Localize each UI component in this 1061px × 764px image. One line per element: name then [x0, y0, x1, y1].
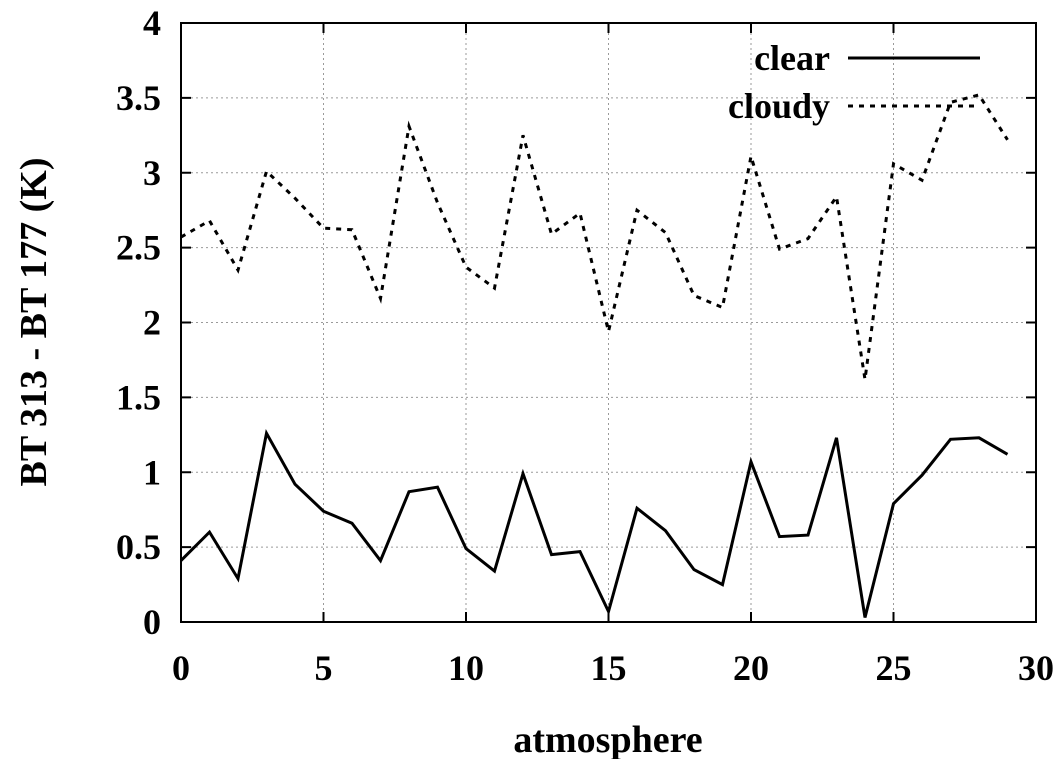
x-tick-label: 25: [876, 648, 912, 688]
series-line-clear: [179, 429, 1009, 618]
y-tick-label: 2: [143, 303, 161, 343]
y-tick-label: 0: [143, 602, 161, 642]
legend-label-clear: clear: [754, 38, 830, 78]
x-tick-label: 5: [315, 648, 333, 688]
x-tick-label: 10: [448, 648, 484, 688]
x-tick-label: 30: [1018, 648, 1054, 688]
x-tick-label: 15: [591, 648, 627, 688]
x-axis-tick-labels: 0 5 10 15 20 25 30: [172, 648, 1054, 688]
x-tick-label: 0: [172, 648, 190, 688]
y-tick-label: 3: [143, 153, 161, 193]
series-layer: [179, 93, 1009, 618]
y-tick-label: 1.5: [116, 377, 161, 417]
y-axis-tick-labels: 0 0.5 1 1.5 2 2.5 3 3.5 4: [116, 3, 161, 642]
x-tick-label: 20: [733, 648, 769, 688]
y-tick-label: 3.5: [116, 78, 161, 118]
y-tick-label: 1: [143, 452, 161, 492]
series-line-cloudy: [180, 93, 1009, 380]
legend: clear cloudy: [728, 38, 980, 126]
grid: [181, 23, 1036, 622]
y-tick-label: 0.5: [116, 527, 161, 567]
x-axis-title: atmosphere: [513, 719, 702, 759]
y-tick-label: 2.5: [116, 228, 161, 268]
y-axis-title: BT 313 - BT 177 (K): [13, 157, 55, 486]
y-tick-label: 4: [143, 3, 161, 43]
ticks: [180, 22, 1037, 623]
legend-label-cloudy: cloudy: [728, 86, 830, 126]
